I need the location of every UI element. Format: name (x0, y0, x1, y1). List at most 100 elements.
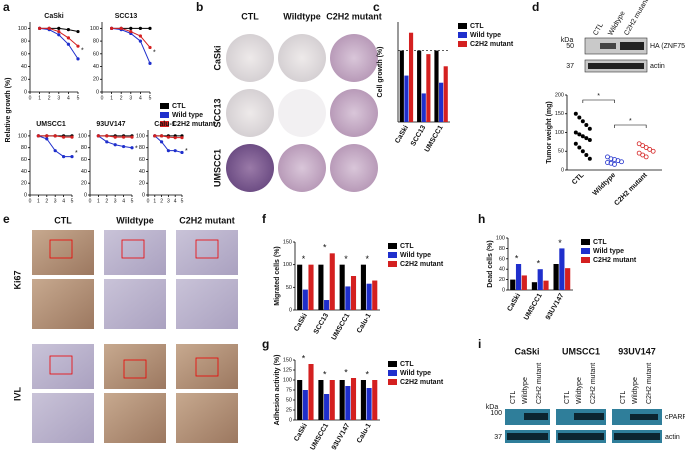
significance: * (558, 238, 562, 248)
bracket (582, 99, 615, 103)
lane-label: C2H2 mutant (646, 363, 653, 404)
legend-label: CTL (400, 361, 414, 368)
blot-band (558, 433, 604, 440)
bar (360, 380, 366, 420)
plate (330, 89, 378, 137)
x-tick-label: 5 (71, 198, 74, 204)
legend-swatch (388, 361, 397, 367)
significance: * (597, 93, 600, 100)
zoom-box (195, 357, 219, 377)
point (584, 123, 589, 127)
y-tick-label: 0 (289, 417, 292, 423)
point (45, 137, 49, 141)
blot-band (524, 413, 548, 420)
legend-swatch (388, 261, 397, 267)
plate (330, 34, 378, 82)
plates (226, 34, 378, 192)
y-tick-label: 40 (139, 169, 145, 175)
bar (421, 93, 426, 122)
point (577, 145, 582, 150)
legend-swatch (581, 248, 590, 254)
marker-label: 37 (566, 63, 574, 70)
blot-band (630, 414, 658, 420)
point (62, 154, 66, 159)
annotation: * (153, 50, 156, 57)
point (650, 148, 656, 154)
plate (278, 34, 326, 82)
point (53, 134, 57, 138)
legend-swatch (458, 32, 467, 38)
x-tick-label: 0 (29, 198, 32, 204)
x-tick-label: 4 (62, 198, 65, 204)
point (636, 141, 642, 147)
chart-title: Calu-1 (154, 121, 176, 128)
y-tick-label: 40 (21, 169, 27, 175)
x-tick-label: 1 (97, 198, 100, 204)
x-tick-label: 1 (37, 198, 40, 204)
lane-label: Wildtype (576, 377, 583, 404)
x-tick-label: 4 (174, 198, 177, 204)
y-tick-label: 40 (21, 64, 27, 70)
point (76, 29, 80, 34)
line (38, 135, 72, 158)
point (580, 149, 585, 154)
point (605, 154, 610, 160)
significance: * (302, 353, 306, 363)
row-label: IVL (12, 387, 22, 402)
lane-label: CTL (510, 391, 517, 404)
bar (417, 50, 422, 123)
x-tick-label: CaSki (506, 292, 522, 312)
bar (318, 380, 324, 420)
point (160, 140, 164, 144)
bar (443, 66, 448, 122)
legend-swatch (581, 239, 590, 245)
ihc-image (104, 344, 166, 389)
point (66, 28, 70, 32)
point (130, 135, 134, 139)
bar (366, 388, 372, 420)
marker-label: 50 (566, 43, 574, 50)
y-tick-label: 100 (18, 133, 27, 139)
x-tick-label: 5 (181, 198, 184, 204)
y-tick-label: 0 (561, 167, 564, 173)
x-tick-label: UMSCC1 (331, 312, 352, 341)
point (113, 135, 117, 139)
y-tick-label: 40 (81, 169, 87, 175)
point (180, 150, 184, 155)
zoom-box (121, 239, 145, 259)
y-tick-label: 100 (283, 262, 292, 268)
zoom-box (195, 239, 219, 259)
blot-d (584, 37, 648, 73)
blot-band (588, 63, 644, 69)
y-tick-label: 20 (81, 181, 87, 187)
legend-label: CTL (593, 239, 607, 246)
point (130, 146, 134, 150)
bar (324, 394, 330, 420)
bar (329, 253, 335, 310)
y-tick-label: 150 (555, 111, 564, 117)
legend-swatch (160, 103, 169, 109)
y-tick-label: 0 (84, 192, 87, 198)
bar (366, 283, 372, 310)
y-tick-label: 20 (499, 277, 505, 283)
x-tick-label: 3 (57, 95, 60, 101)
panel-label: d (532, 0, 539, 14)
band-label: HA (ZNF750) (650, 43, 685, 50)
panel-label: f (262, 212, 267, 226)
blot-band (614, 433, 660, 440)
x-tick-label: 1 (38, 95, 41, 101)
point (122, 144, 126, 149)
point (573, 141, 578, 146)
point (587, 138, 592, 142)
point (643, 145, 649, 150)
point (647, 146, 653, 152)
bar (515, 264, 522, 290)
x-tick-label: 4 (67, 95, 70, 101)
x-tick-label: 5 (77, 95, 80, 101)
bar (350, 378, 357, 420)
point (76, 44, 80, 48)
ihc-image (176, 230, 238, 275)
x-tick-label: 5 (149, 95, 152, 101)
point (153, 134, 157, 138)
x-tick-label: C2H2 mutant (613, 171, 649, 207)
